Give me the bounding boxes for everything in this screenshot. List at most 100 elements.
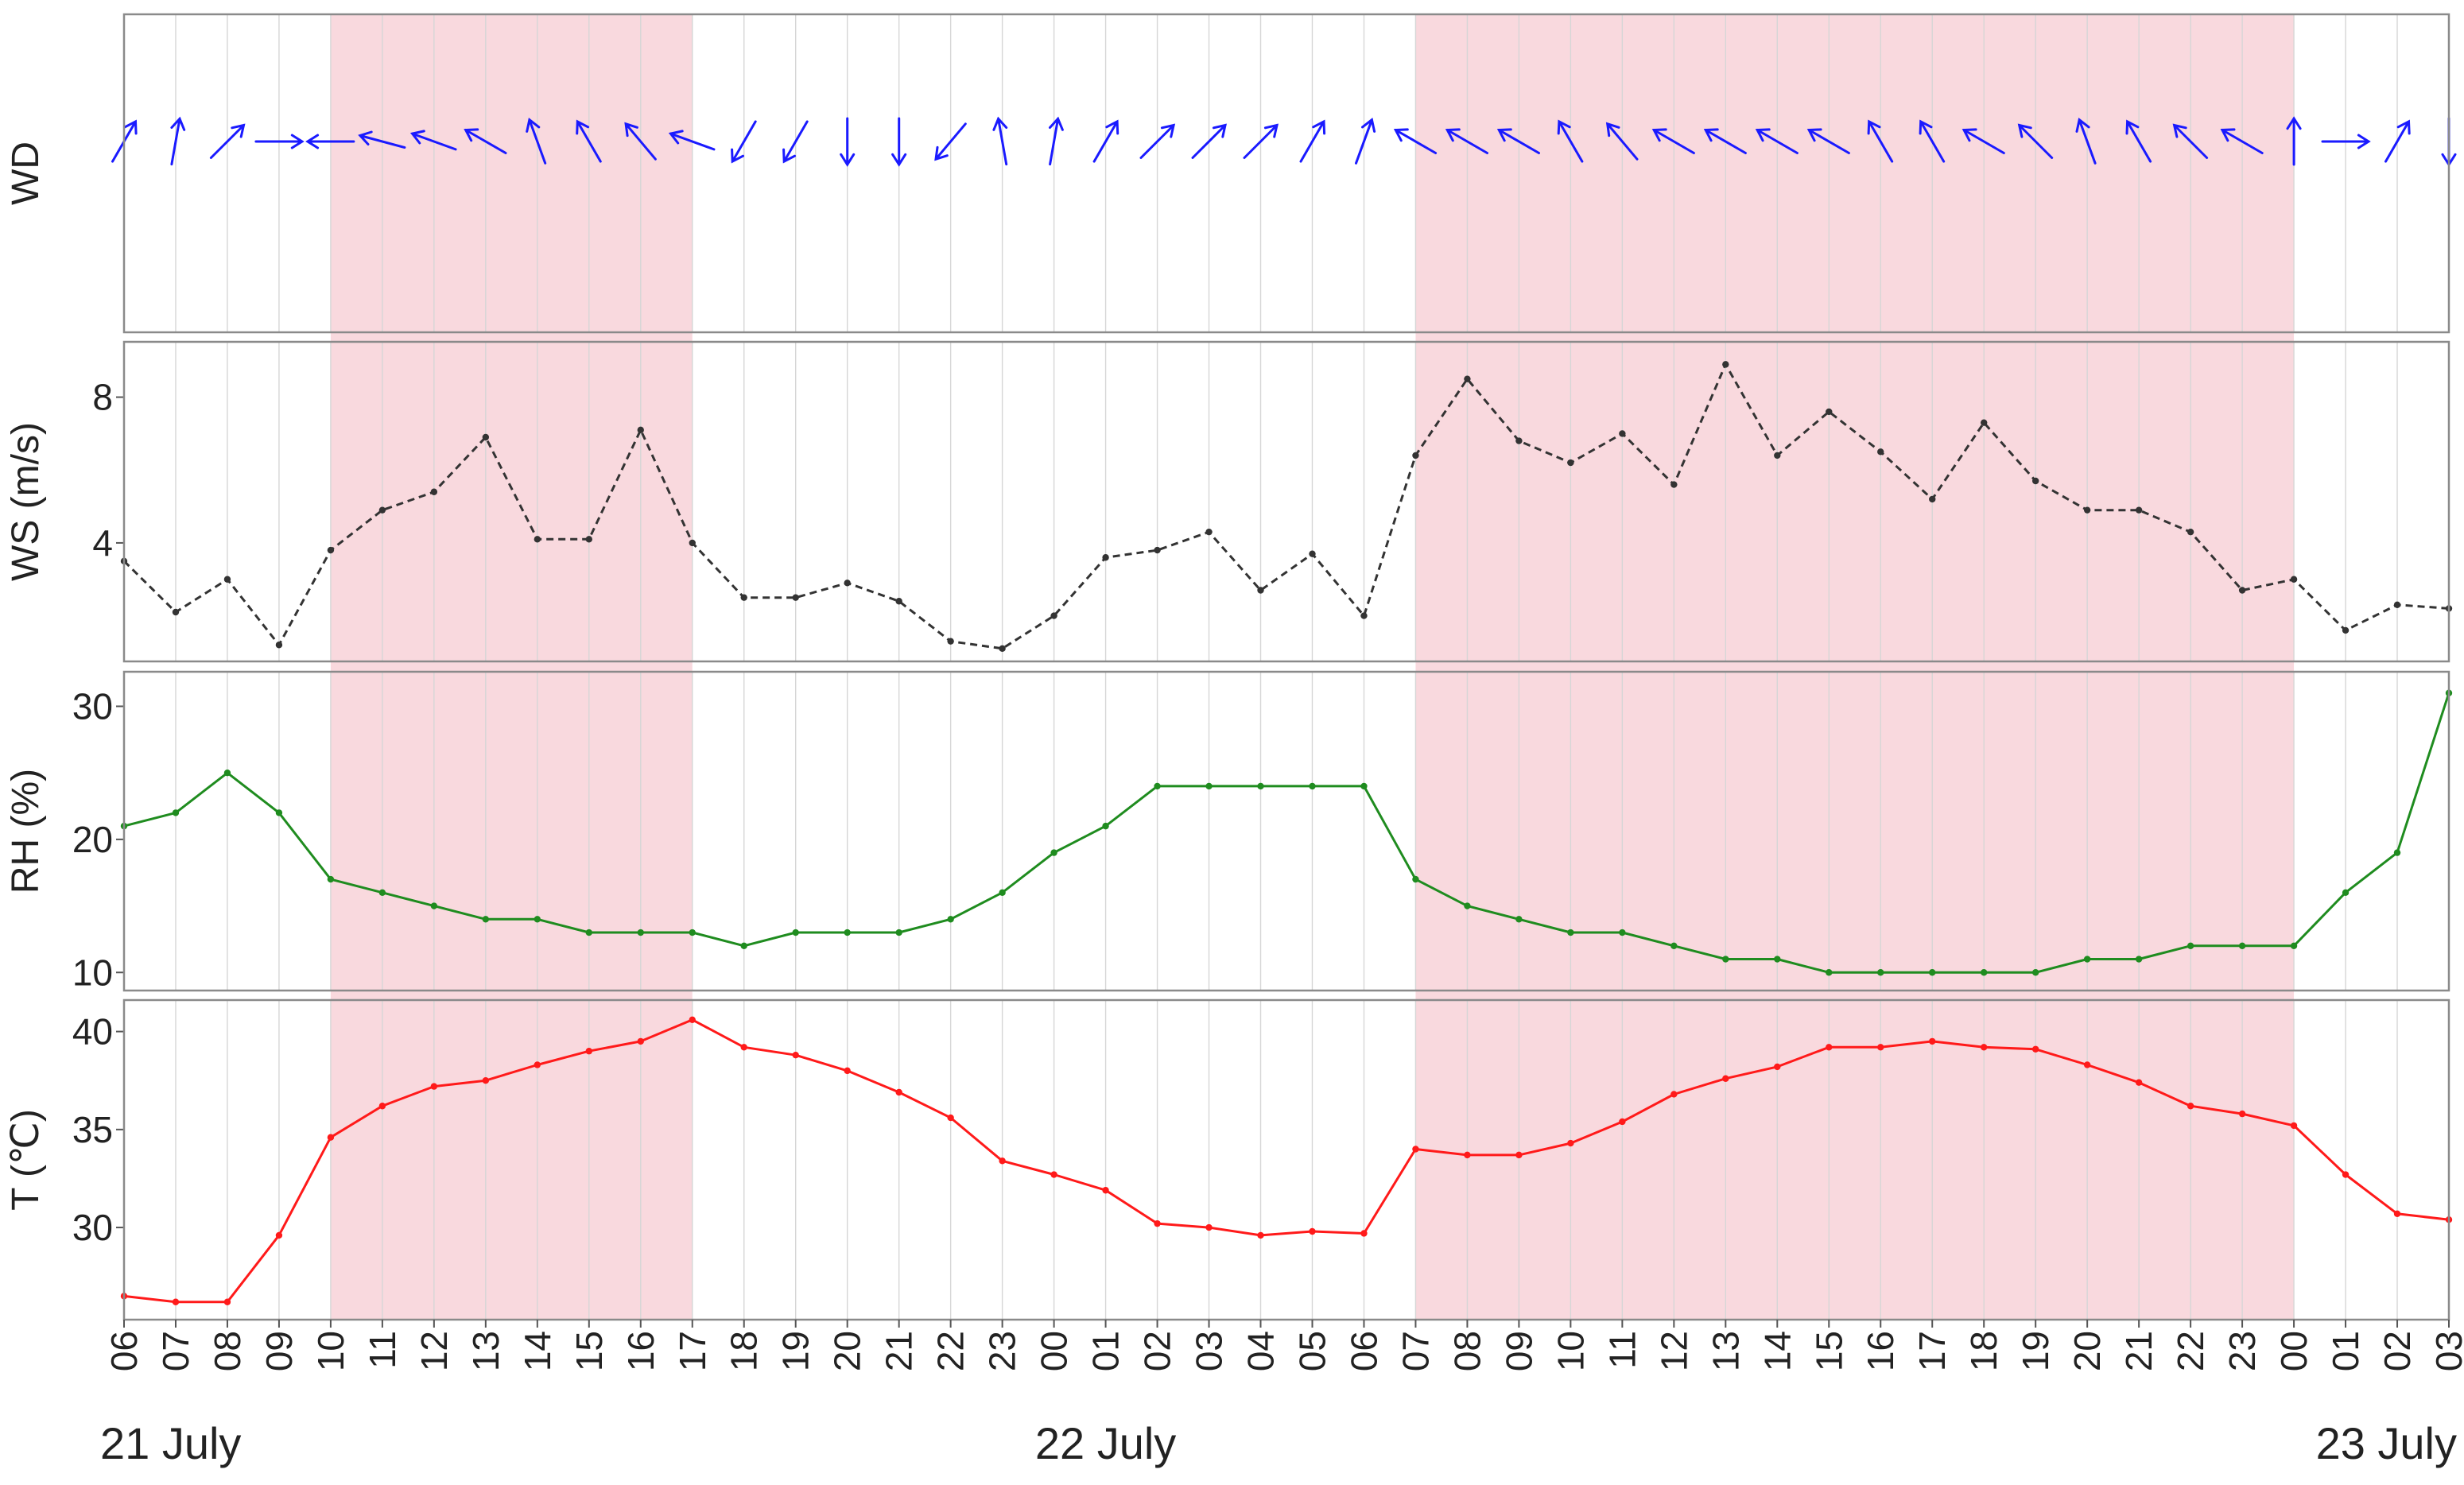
rh-data-point bbox=[1619, 929, 1626, 936]
wind-arrow bbox=[1961, 128, 2005, 154]
t-data-point bbox=[1309, 1227, 1316, 1235]
ws-data-point bbox=[1567, 459, 1574, 467]
wind-arrow bbox=[409, 130, 457, 151]
wind-arrow bbox=[1867, 119, 1894, 163]
ws-data-point bbox=[172, 608, 180, 616]
t-data-point bbox=[378, 1103, 386, 1110]
rh-data-point bbox=[1670, 942, 1678, 949]
t-data-point bbox=[999, 1157, 1006, 1165]
ws-data-point bbox=[2393, 601, 2401, 609]
wind-arrow bbox=[2220, 128, 2264, 154]
rh-panel-frame bbox=[122, 670, 2450, 992]
t-data-point bbox=[2238, 1110, 2246, 1118]
rh-data-point bbox=[1774, 956, 1781, 963]
y-tick-label: 20 bbox=[72, 819, 113, 860]
rh-data-point bbox=[1102, 822, 1109, 830]
ws-data-point bbox=[482, 433, 490, 441]
ws-data-point bbox=[2135, 506, 2143, 514]
rh-data-point bbox=[275, 809, 283, 816]
rh-data-point bbox=[1309, 782, 1316, 790]
wind-arrow bbox=[1445, 128, 1488, 154]
x-tick-label: 06 bbox=[1343, 1331, 1384, 1371]
t-data-point bbox=[172, 1298, 180, 1305]
t-series-line bbox=[123, 1018, 2450, 1304]
panel-frames bbox=[122, 13, 2450, 1321]
wind-arrow bbox=[1092, 119, 1119, 163]
rh-data-point bbox=[1050, 849, 1057, 856]
x-tick-label: 15 bbox=[1808, 1331, 1849, 1371]
x-tick-label: 01 bbox=[1085, 1331, 1127, 1371]
wind-arrow bbox=[1557, 119, 1584, 163]
ws-data-point bbox=[1515, 437, 1523, 444]
t-data-point bbox=[534, 1061, 541, 1068]
x-tick-label: 22 bbox=[930, 1331, 972, 1371]
x-tick-label: 16 bbox=[1860, 1331, 1901, 1371]
t-data-point bbox=[1670, 1091, 1678, 1098]
rh-data-point bbox=[2083, 956, 2091, 963]
wind-arrow bbox=[840, 117, 856, 167]
wind-arrow bbox=[2017, 123, 2054, 159]
t-data-point bbox=[223, 1298, 231, 1305]
wind-arrow bbox=[1139, 123, 1176, 159]
t-data-point bbox=[844, 1067, 851, 1075]
rh-data-point bbox=[947, 916, 954, 923]
wind-arrow bbox=[576, 119, 602, 163]
rh-data-point bbox=[2238, 942, 2246, 949]
wind-arrow bbox=[624, 122, 657, 161]
rh-data-point bbox=[223, 769, 231, 777]
wind-arrow bbox=[1651, 128, 1695, 154]
wind-arrow bbox=[358, 130, 406, 149]
rh-data-point bbox=[2187, 942, 2194, 949]
x-tick-label: 14 bbox=[517, 1331, 558, 1371]
t-data-point bbox=[1360, 1230, 1368, 1237]
rh-data-point bbox=[1567, 929, 1574, 936]
shaded-period-2 bbox=[1415, 14, 2295, 1320]
t-data-point bbox=[1619, 1118, 1626, 1126]
wind-arrow bbox=[2321, 134, 2371, 149]
wind-arrow bbox=[1299, 119, 1326, 163]
ws-data-point bbox=[1257, 587, 1264, 594]
ws-data-point bbox=[275, 642, 283, 649]
rh-data-point bbox=[1154, 782, 1161, 790]
wind-arrow bbox=[2125, 119, 2152, 163]
gridlines bbox=[123, 14, 2450, 1320]
ws-panel-frame bbox=[122, 340, 2450, 663]
rh-data-point bbox=[585, 929, 592, 936]
x-tick-label: 08 bbox=[207, 1331, 248, 1371]
x-tick-label: 02 bbox=[2377, 1331, 2418, 1371]
ws-data-point bbox=[1412, 452, 1419, 459]
x-tick-label: 20 bbox=[2066, 1331, 2108, 1371]
t-data-point bbox=[895, 1088, 902, 1096]
x-tick-label: 11 bbox=[362, 1331, 403, 1369]
rh-data-point bbox=[844, 929, 851, 936]
shaded-periods bbox=[330, 14, 2295, 1320]
rh-data-point bbox=[1205, 782, 1213, 790]
rh-data-point bbox=[482, 916, 490, 923]
rh-data-point bbox=[1412, 875, 1419, 883]
ws-data-point bbox=[2342, 626, 2350, 634]
ws-data-point bbox=[792, 594, 799, 601]
ws-data-point bbox=[1619, 430, 1626, 437]
x-tick-label: 18 bbox=[724, 1331, 765, 1371]
y-tick-label: 8 bbox=[92, 377, 113, 418]
rh-data-point bbox=[2342, 889, 2350, 897]
ws-data-point bbox=[430, 488, 438, 495]
ws-data-point bbox=[327, 546, 335, 554]
t-data-point bbox=[792, 1051, 799, 1059]
t-data-point bbox=[2031, 1045, 2039, 1053]
t-data-point bbox=[1205, 1223, 1213, 1231]
x-tick-label: 19 bbox=[2015, 1331, 2056, 1371]
wind-arrow bbox=[1605, 122, 1639, 161]
x-tick-label: 09 bbox=[258, 1331, 300, 1371]
t-data-point bbox=[1412, 1146, 1419, 1153]
date-label: 23 July bbox=[2316, 1418, 2457, 1468]
wind-arrow bbox=[1393, 128, 1438, 154]
ws-data-point bbox=[585, 536, 592, 543]
ws-data-point bbox=[1981, 419, 1988, 426]
x-tick-label: 04 bbox=[1240, 1331, 1282, 1371]
t-data-point bbox=[2290, 1122, 2298, 1130]
y-tick-label: 30 bbox=[72, 1207, 113, 1248]
t-data-point bbox=[947, 1114, 954, 1122]
x-tick-label: 05 bbox=[1291, 1331, 1333, 1371]
ws-data-point bbox=[1050, 612, 1057, 619]
